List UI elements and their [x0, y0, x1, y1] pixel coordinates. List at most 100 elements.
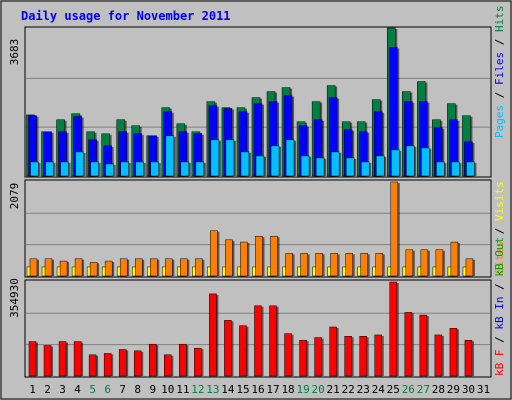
pages-bar	[285, 139, 295, 177]
sites-bar	[59, 260, 68, 277]
sites-bar	[270, 235, 278, 277]
sites-bar	[180, 258, 188, 277]
sites-bar	[465, 258, 474, 277]
pages-bar	[375, 155, 385, 177]
hits-legend: Pages / Files / Hits	[493, 6, 506, 139]
pages-bar	[75, 151, 84, 177]
x-tick-label: 30	[462, 383, 475, 396]
pages-bar	[165, 135, 175, 177]
kbytes-ymax-label: 354930	[8, 278, 21, 318]
x-tick-label: 11	[176, 383, 189, 396]
sites-bar	[255, 235, 263, 277]
sites-bar	[300, 253, 308, 277]
kbf-bar	[254, 305, 262, 377]
x-tick-label: 25	[387, 383, 400, 396]
x-tick-label: 29	[447, 383, 460, 396]
pages-bar	[466, 161, 475, 177]
kbf-bar	[464, 339, 473, 377]
x-tick-label: 3	[59, 383, 66, 396]
sites-ymax-label: 2079	[8, 183, 21, 210]
kbf-bar	[103, 353, 112, 377]
pages-bar	[90, 161, 99, 177]
legend-item: Sites	[493, 241, 506, 274]
x-tick-label: 31	[477, 383, 490, 396]
pages-bar	[391, 149, 400, 177]
kbf-bar	[284, 333, 292, 377]
x-tick-label: 21	[327, 383, 340, 396]
legend-item: Visits	[493, 181, 506, 221]
pages-bar	[330, 151, 340, 177]
sites-bar	[74, 258, 83, 277]
kbf-bar	[329, 326, 337, 377]
sites-bar	[345, 253, 353, 277]
kbf-bar	[194, 347, 202, 377]
kbf-bar	[179, 343, 187, 377]
kbf-bar	[299, 339, 307, 377]
legend-text: kB F / kB In / kB Out	[493, 237, 506, 376]
pages-bar	[135, 161, 144, 177]
pages-bar	[210, 139, 220, 177]
pages-bar	[105, 163, 114, 177]
pages-bar	[451, 161, 460, 177]
x-tick-label: 17	[266, 383, 279, 396]
legend-text: Pages / Files / Hits	[493, 6, 506, 139]
pages-bar	[270, 145, 280, 177]
kbf-bar	[88, 354, 97, 377]
pages-bar	[180, 161, 190, 177]
x-tick-label: 13	[206, 383, 219, 396]
sites-bar	[150, 258, 158, 277]
pages-bar	[360, 161, 370, 177]
sites-bar	[44, 258, 53, 277]
legend-separator: /	[493, 32, 506, 52]
kbf-bar	[404, 312, 413, 377]
legend-item: kB Out	[493, 237, 506, 277]
legend-separator: /	[493, 277, 506, 297]
x-tick-label: 26	[402, 383, 415, 396]
kbf-bar	[389, 281, 398, 377]
kbf-bar	[164, 354, 172, 377]
pages-bar	[45, 161, 54, 177]
kbf-bar	[359, 336, 367, 377]
kbf-bar	[73, 341, 82, 377]
x-axis-labels: 1 2 3 4 5 6 7 8 9 10 11 12 13 14 15 16 17 18 19 20 21 22 23 24 2…	[29, 383, 490, 396]
sites-bar	[119, 258, 128, 277]
kbf-bar	[58, 341, 67, 377]
sites-bar	[375, 253, 383, 277]
kbf-bar	[344, 336, 352, 377]
x-tick-label: 1	[29, 383, 36, 396]
sites-bar	[360, 253, 368, 277]
sites-bar	[29, 258, 38, 277]
sites-bar	[330, 253, 338, 277]
pages-bar	[436, 161, 445, 177]
pages-bar	[195, 161, 205, 177]
x-tick-label: 22	[342, 383, 355, 396]
sites-bar	[285, 253, 293, 277]
x-tick-label: 27	[417, 383, 430, 396]
x-tick-label: 5	[89, 383, 96, 396]
x-tick-label: 28	[432, 383, 445, 396]
kbf-bar	[43, 345, 52, 377]
kbf-bar	[224, 320, 232, 377]
sites-bar	[210, 230, 218, 277]
kbf-bar	[118, 349, 127, 377]
x-tick-label: 19	[296, 383, 309, 396]
sites-legend: Sites / Visits	[493, 181, 506, 274]
legend-item: kB In	[493, 297, 506, 330]
x-tick-label: 18	[281, 383, 294, 396]
sites-bar	[104, 260, 113, 277]
sites-bar	[240, 241, 248, 277]
pages-bar	[225, 139, 235, 177]
x-tick-label: 12	[191, 383, 204, 396]
pages-bar	[300, 155, 310, 177]
x-tick-label: 9	[149, 383, 156, 396]
x-tick-label: 14	[221, 383, 235, 396]
sites-bar	[89, 262, 98, 277]
sites-bar	[225, 239, 233, 277]
legend-item: Pages	[493, 105, 506, 138]
kbytes-bars	[28, 281, 474, 377]
pages-bar	[345, 157, 355, 177]
chart-title: Daily usage for November 2011	[21, 9, 231, 23]
kbf-bar	[209, 293, 217, 377]
pages-bar	[421, 147, 430, 177]
